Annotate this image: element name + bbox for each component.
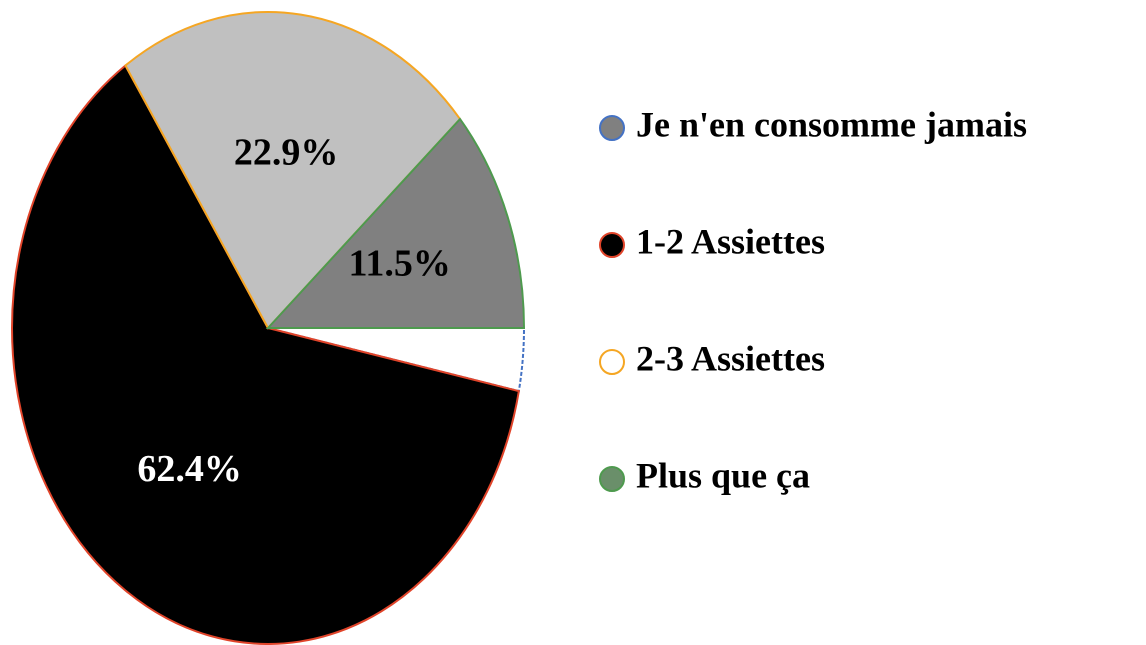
slice-label: 22.9% bbox=[234, 131, 339, 173]
legend-marker bbox=[599, 115, 625, 141]
legend-marker bbox=[599, 466, 625, 492]
slice-label: 11.5% bbox=[349, 242, 451, 284]
legend-label: Plus que ça bbox=[636, 455, 810, 495]
pie-slice bbox=[124, 11, 462, 330]
legend-label: Je n'en consomme jamais bbox=[636, 104, 1027, 144]
pie-slice bbox=[11, 63, 520, 645]
legend-marker bbox=[599, 232, 625, 258]
slice-label: 62.4% bbox=[137, 448, 242, 490]
legend-marker bbox=[599, 349, 625, 375]
legend-label: 2-3 Assiettes bbox=[636, 338, 825, 378]
pie-slice bbox=[265, 117, 526, 329]
legend-label: 1-2 Assiettes bbox=[636, 221, 825, 261]
